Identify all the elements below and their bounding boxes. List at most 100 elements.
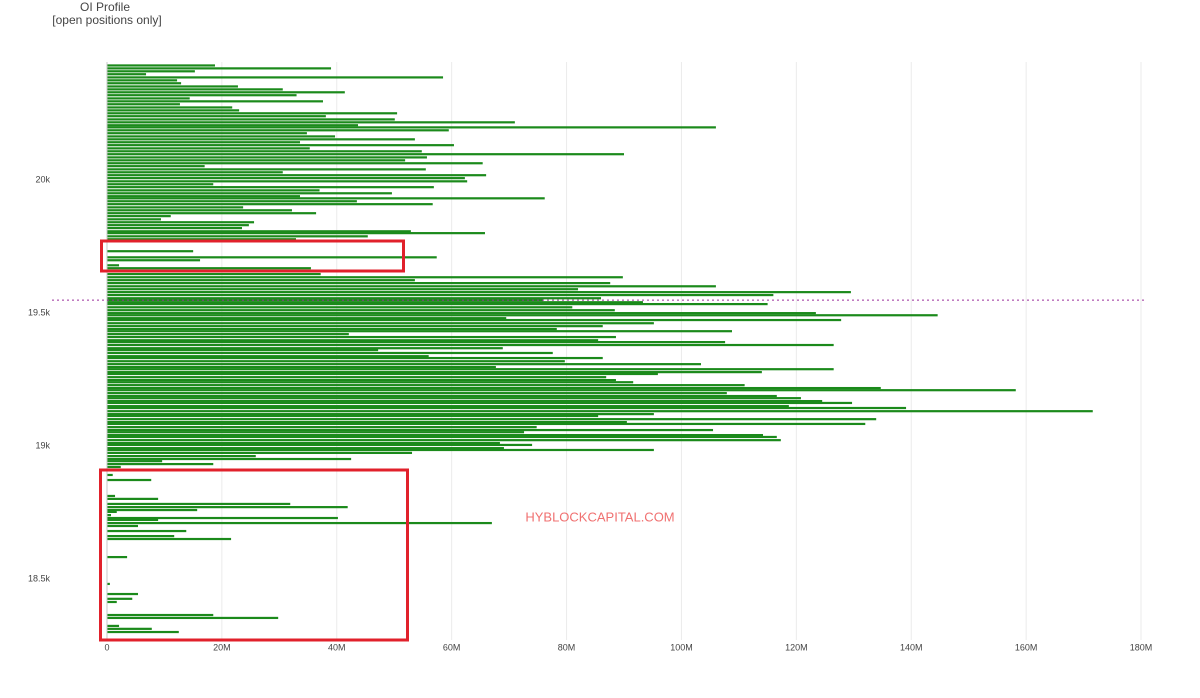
bar bbox=[106, 420, 627, 424]
bar bbox=[106, 534, 175, 538]
bar bbox=[106, 406, 907, 410]
bar bbox=[106, 343, 834, 347]
bar bbox=[106, 162, 483, 165]
bar bbox=[106, 339, 599, 342]
highlight-box bbox=[99, 468, 409, 642]
bar bbox=[106, 230, 411, 233]
bar bbox=[106, 129, 449, 132]
bar bbox=[106, 335, 616, 339]
bar bbox=[106, 203, 433, 206]
bar bbox=[106, 376, 607, 379]
bar bbox=[106, 288, 579, 291]
bar bbox=[106, 347, 503, 350]
bar bbox=[106, 276, 623, 279]
bar bbox=[106, 221, 255, 224]
bar bbox=[106, 226, 242, 230]
bar bbox=[106, 372, 658, 376]
bar bbox=[106, 126, 716, 129]
bar bbox=[106, 431, 525, 434]
bar bbox=[106, 597, 133, 600]
bar bbox=[106, 394, 777, 398]
bar bbox=[106, 73, 147, 76]
bar bbox=[106, 314, 938, 317]
bar bbox=[106, 613, 214, 617]
bar bbox=[106, 360, 565, 363]
bar bbox=[106, 384, 745, 387]
bar bbox=[106, 171, 283, 174]
bar bbox=[106, 443, 533, 447]
bar bbox=[106, 460, 163, 463]
bar bbox=[106, 555, 128, 559]
bar bbox=[106, 195, 301, 198]
bar bbox=[106, 365, 496, 369]
bar bbox=[106, 312, 816, 315]
bar bbox=[106, 141, 301, 144]
bar bbox=[106, 518, 159, 521]
x-tick-label: 60M bbox=[443, 642, 461, 652]
bar bbox=[106, 478, 152, 482]
bar bbox=[106, 150, 422, 153]
bar bbox=[106, 513, 112, 517]
bar bbox=[106, 159, 406, 162]
bar bbox=[106, 340, 726, 344]
bar bbox=[106, 356, 603, 360]
bar bbox=[106, 616, 279, 620]
bar bbox=[106, 183, 214, 186]
bar bbox=[106, 106, 233, 109]
x-tick-label: 100M bbox=[670, 642, 693, 652]
bar bbox=[106, 309, 615, 312]
highlight-box bbox=[100, 239, 405, 273]
bar bbox=[106, 389, 1016, 392]
x-tick-label: 160M bbox=[1015, 642, 1038, 652]
bar bbox=[106, 455, 256, 458]
bar bbox=[106, 186, 434, 189]
bar bbox=[106, 206, 244, 209]
bar bbox=[106, 293, 774, 297]
bar bbox=[106, 76, 444, 79]
bar bbox=[106, 215, 171, 218]
bar bbox=[106, 156, 427, 159]
bar bbox=[106, 209, 292, 212]
bar bbox=[106, 506, 348, 509]
bar bbox=[106, 279, 415, 282]
bar bbox=[106, 381, 634, 384]
bar bbox=[106, 624, 120, 628]
bar bbox=[106, 378, 616, 382]
x-tick-label: 180M bbox=[1130, 642, 1153, 652]
bar bbox=[106, 109, 240, 112]
bar bbox=[106, 124, 359, 127]
bar bbox=[106, 256, 437, 259]
bar bbox=[106, 529, 187, 533]
bar bbox=[106, 418, 877, 421]
bar bbox=[106, 327, 557, 331]
bar bbox=[106, 282, 611, 285]
bar bbox=[106, 457, 352, 461]
bar bbox=[106, 112, 398, 115]
bar bbox=[106, 250, 194, 253]
bar bbox=[106, 115, 326, 118]
bar bbox=[106, 302, 768, 306]
bar bbox=[106, 232, 485, 235]
bar bbox=[106, 592, 139, 596]
bar bbox=[106, 238, 296, 241]
bar bbox=[106, 285, 716, 288]
bar bbox=[106, 413, 654, 416]
bar bbox=[106, 524, 139, 528]
bar bbox=[106, 299, 544, 302]
x-tick-label: 40M bbox=[328, 642, 346, 652]
bar bbox=[106, 192, 392, 195]
bar bbox=[106, 212, 317, 215]
bar bbox=[106, 401, 853, 405]
bar bbox=[106, 497, 159, 500]
x-tick-label: 80M bbox=[558, 642, 576, 652]
bar bbox=[106, 333, 349, 336]
bar bbox=[106, 297, 602, 300]
bar bbox=[106, 414, 599, 418]
bar bbox=[106, 291, 851, 294]
bar bbox=[106, 422, 866, 426]
bar bbox=[106, 189, 320, 192]
bar bbox=[106, 174, 487, 177]
bar bbox=[106, 510, 117, 514]
bar bbox=[106, 600, 117, 604]
